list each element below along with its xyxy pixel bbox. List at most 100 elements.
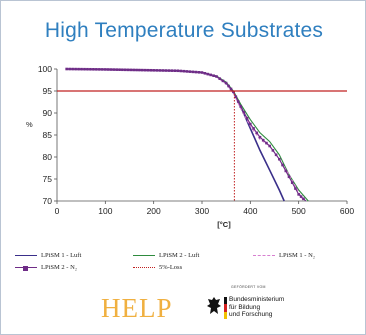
series-point — [95, 68, 98, 71]
x-tick-label: 100 — [98, 206, 112, 216]
series-point — [135, 68, 138, 72]
x-axis-label: [°C] — [217, 220, 231, 229]
series-point — [109, 68, 113, 71]
series-point — [176, 69, 180, 73]
funder-label: GEFÖRDERT VOM — [231, 285, 266, 289]
series-point — [65, 67, 68, 71]
series-point — [281, 163, 284, 167]
y-tick-label: 80 — [43, 152, 53, 162]
series-point — [200, 71, 204, 74]
series-point — [121, 68, 124, 72]
slide-title: High Temperature Substrates — [44, 19, 324, 42]
series-point — [170, 69, 174, 72]
series-point — [143, 68, 147, 72]
legend-item-lpism1-n2: LPiSM 1 - N₂ — [253, 252, 315, 259]
legend-item-lpism2-luft: LPiSM 2 - Luft — [133, 252, 199, 259]
series-point — [265, 141, 268, 145]
series-point — [218, 77, 222, 80]
x-tick-label: 300 — [195, 206, 209, 216]
series-point — [188, 70, 192, 73]
series-point — [115, 68, 119, 71]
series-point — [232, 90, 235, 94]
x-tick-label: 400 — [243, 206, 257, 216]
x-tick-label: 0 — [55, 206, 60, 216]
series-point — [164, 69, 168, 72]
y-tick-label: 95 — [43, 86, 53, 96]
series-point — [158, 69, 162, 72]
series-point — [152, 69, 155, 72]
legend-swatch — [253, 255, 275, 257]
series-point — [106, 68, 110, 71]
series-point — [83, 67, 86, 71]
series-point — [234, 95, 238, 99]
series-point — [290, 181, 294, 184]
help-logo: HELP — [101, 293, 173, 323]
legend-item-5pct-loss: 5%-Loss — [133, 264, 182, 271]
series-point — [118, 68, 121, 71]
series-point — [239, 105, 242, 108]
series-point — [194, 70, 198, 74]
series-point — [236, 100, 240, 103]
series-line-1 — [66, 68, 309, 202]
series-line-3 — [66, 68, 307, 202]
series-point — [242, 110, 246, 114]
y-tick-label: 75 — [43, 174, 53, 184]
y-axis-label: % — [26, 120, 33, 129]
series-point — [191, 70, 195, 74]
series-point — [123, 68, 127, 72]
series-point — [252, 127, 255, 130]
series-point — [284, 169, 288, 173]
series-point — [278, 157, 281, 161]
series-point — [71, 67, 74, 71]
legend-item-lpism2-n2: LPiSM 2 - N₂ — [15, 264, 77, 271]
series-point — [167, 69, 171, 72]
series-point — [215, 75, 218, 78]
y-tick-label: 70 — [43, 196, 53, 206]
chart-series — [57, 67, 347, 202]
x-tick-label: 600 — [340, 206, 354, 216]
series-point — [179, 69, 183, 73]
series-point — [74, 67, 77, 71]
series-point — [146, 68, 150, 72]
series-point — [197, 71, 201, 74]
series-point — [80, 67, 83, 71]
series-point — [132, 68, 136, 72]
series-point — [255, 131, 259, 135]
german-flag-icon — [224, 297, 227, 319]
series-point — [140, 68, 144, 72]
series-point — [249, 122, 252, 126]
series-point — [221, 79, 225, 83]
series-point — [185, 70, 189, 73]
legend-swatch — [15, 265, 37, 271]
series-point — [268, 144, 271, 148]
chart-legend: LPiSM 1 - Luft LPiSM 2 - Luft LPiSM 1 - … — [15, 248, 365, 278]
y-tick-label: 90 — [43, 108, 53, 118]
legend-swatch — [133, 267, 155, 269]
series-point — [182, 69, 186, 73]
eagle-icon — [207, 297, 221, 314]
series-point — [203, 72, 207, 75]
series-point — [227, 84, 230, 88]
series-point — [112, 68, 116, 71]
legend-item-lpism1-luft: LPiSM 1 - Luft — [15, 252, 81, 259]
series-point — [302, 197, 305, 201]
series-point — [212, 74, 215, 77]
funder-name: Bundesministerium für Bildung und Forsch… — [229, 296, 285, 318]
series-point — [294, 187, 297, 190]
series-line-0 — [66, 68, 285, 202]
series-point — [274, 153, 278, 157]
chart-axes: 0 100 200 300 400 500 600 100 95 90 85 80 75 70 — [38, 64, 355, 216]
series-point — [287, 175, 291, 179]
series-point — [68, 67, 71, 71]
series-point — [224, 81, 228, 85]
series-point — [92, 68, 95, 71]
legend-swatch — [133, 255, 155, 257]
y-tick-label: 85 — [43, 130, 53, 140]
series-point — [173, 69, 177, 73]
series-point — [209, 73, 212, 77]
series-point — [258, 135, 262, 139]
series-point — [245, 116, 249, 120]
series-point — [149, 68, 153, 72]
series-point — [155, 69, 158, 72]
